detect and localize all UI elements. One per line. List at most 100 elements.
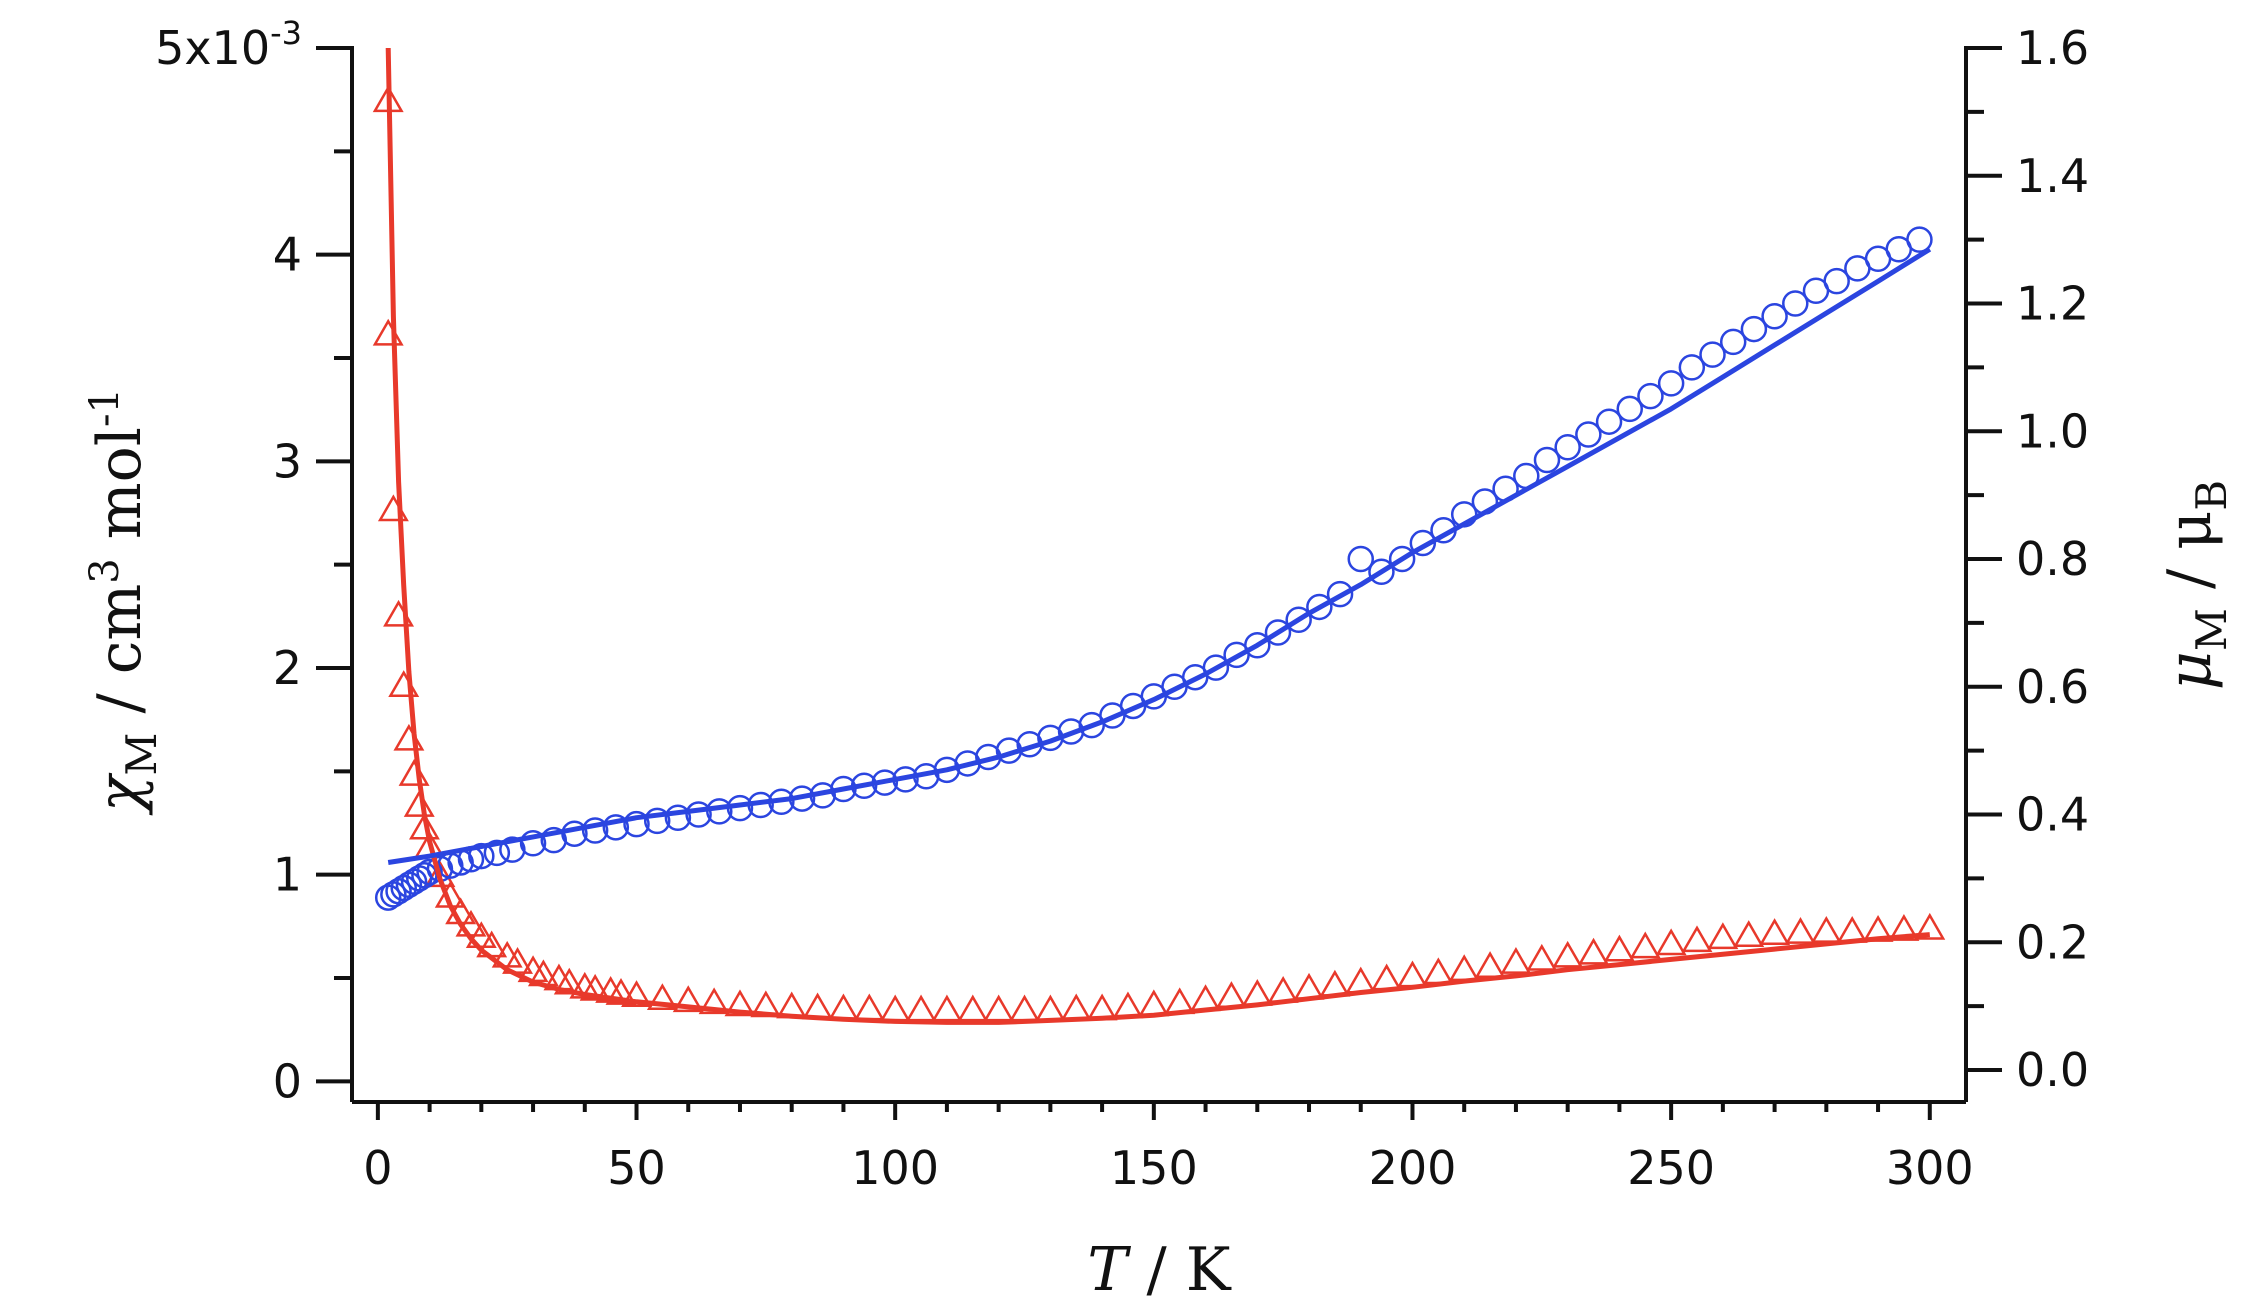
y-right-axis-title: μM / μB bbox=[2155, 480, 2236, 690]
circle-point bbox=[1326, 580, 1354, 608]
triangle-point bbox=[1759, 918, 1791, 945]
circle-point bbox=[519, 830, 547, 857]
triangle-point bbox=[1371, 963, 1403, 991]
triangle-point bbox=[579, 973, 611, 1001]
circle-point bbox=[664, 804, 692, 831]
triangle-point bbox=[957, 994, 989, 1022]
series-3-line bbox=[387, 247, 1932, 865]
y-right-tick-label: 0.4 bbox=[2016, 788, 2089, 842]
y-right-tick-label: 0.2 bbox=[2016, 915, 2089, 969]
circle-point bbox=[1595, 408, 1623, 435]
y-right-axis-title-text: μM / μB bbox=[2155, 480, 2236, 690]
triangle-point bbox=[672, 985, 704, 1013]
circle-point bbox=[643, 807, 671, 835]
triangle-point bbox=[1138, 989, 1170, 1017]
x-tick-label: 150 bbox=[1110, 1141, 1198, 1195]
y-right-tick-label: 0.8 bbox=[2016, 532, 2089, 586]
triangle-point bbox=[1500, 947, 1532, 974]
x-tick-label: 0 bbox=[363, 1141, 392, 1195]
triangle-point bbox=[1112, 991, 1144, 1019]
triangle-point bbox=[1060, 993, 1092, 1021]
triangle-point bbox=[1578, 937, 1610, 965]
triangle-point bbox=[802, 992, 834, 1020]
triangle-point bbox=[1397, 960, 1428, 988]
circle-point bbox=[1782, 290, 1809, 317]
triangle-point bbox=[398, 758, 430, 786]
circle-point bbox=[1823, 267, 1850, 295]
triangle-point bbox=[1215, 981, 1247, 1008]
y-left-tick-label: 3 bbox=[273, 434, 302, 488]
triangle-point bbox=[403, 789, 435, 817]
circle-point bbox=[1678, 354, 1706, 381]
triangle-point bbox=[1009, 994, 1040, 1022]
triangle-point bbox=[1319, 969, 1351, 997]
circle-point bbox=[1285, 606, 1312, 633]
triangle-point bbox=[905, 994, 937, 1022]
triangle-point bbox=[1681, 925, 1713, 953]
triangle-point bbox=[1784, 917, 1816, 944]
circle-point bbox=[1657, 370, 1685, 397]
triangle-point bbox=[1810, 916, 1842, 943]
triangle-point bbox=[1474, 951, 1506, 979]
triangle-point bbox=[1603, 934, 1635, 962]
circle-point bbox=[1347, 545, 1374, 573]
circle-point bbox=[1264, 619, 1292, 646]
triangle-point bbox=[1293, 972, 1325, 1000]
triangle-point bbox=[724, 989, 756, 1017]
triangle-point bbox=[853, 993, 885, 1021]
triangle-point bbox=[1034, 994, 1066, 1022]
x-tick-label: 300 bbox=[1886, 1141, 1974, 1195]
y-left-axis-title-text: χM / cm3 mol-1 bbox=[82, 388, 166, 816]
triangle-point bbox=[595, 975, 627, 1003]
triangle-point bbox=[1267, 975, 1299, 1003]
triangle-point bbox=[1448, 954, 1480, 982]
circle-point bbox=[1637, 382, 1664, 410]
circle-point bbox=[1388, 545, 1416, 573]
triangle-point bbox=[827, 993, 859, 1021]
circle-point bbox=[1368, 558, 1395, 586]
triangle-point bbox=[646, 983, 678, 1011]
triangle-point bbox=[879, 994, 911, 1022]
series-2-line bbox=[385, 47, 1930, 1025]
circle-point bbox=[1306, 593, 1333, 621]
triangle-point bbox=[698, 987, 730, 1015]
series-layer bbox=[372, 47, 1946, 1025]
circle-point bbox=[1554, 433, 1581, 461]
triangle-point bbox=[393, 723, 425, 751]
circle-point bbox=[623, 810, 650, 838]
triangle-point bbox=[372, 318, 404, 346]
triangle-point bbox=[408, 812, 440, 840]
circle-point bbox=[1699, 341, 1726, 368]
circle-point bbox=[602, 814, 630, 841]
y-right-tick-label: 0.6 bbox=[2016, 660, 2089, 714]
triangle-point bbox=[1526, 943, 1558, 971]
circle-point bbox=[685, 801, 712, 828]
y-left-tick-label: 0 bbox=[273, 1054, 302, 1108]
circle-point bbox=[1616, 395, 1643, 423]
y-right-tick-label: 1.2 bbox=[2016, 277, 2089, 331]
triangle-point bbox=[1241, 979, 1273, 1006]
triangle-point bbox=[1914, 912, 1946, 940]
fit-line-2 bbox=[385, 47, 1930, 1025]
circle-point bbox=[1906, 226, 1933, 253]
triangle-point bbox=[1552, 940, 1584, 968]
circle-point bbox=[1575, 421, 1602, 448]
circle-point bbox=[1740, 315, 1768, 343]
triangle-point bbox=[605, 978, 637, 1005]
triangle-point bbox=[983, 994, 1015, 1022]
x-tick-label: 50 bbox=[607, 1141, 666, 1195]
fit-line-3 bbox=[387, 247, 1932, 865]
triangle-point bbox=[1733, 920, 1765, 948]
x-tick-label: 250 bbox=[1627, 1141, 1715, 1195]
x-axis-title: T / K bbox=[1087, 1235, 1231, 1305]
circle-point bbox=[1202, 654, 1230, 681]
circle-point bbox=[483, 839, 511, 867]
series-1-circle bbox=[374, 226, 1933, 911]
triangle-point bbox=[569, 971, 601, 999]
y-left-axis-title: χM / cm3 mol-1 bbox=[82, 388, 166, 816]
circle-point bbox=[1244, 632, 1271, 659]
circle-point bbox=[1719, 328, 1747, 356]
y-right-tick-label: 1.4 bbox=[2016, 149, 2089, 203]
triangle-point bbox=[1422, 957, 1454, 985]
axes-layer bbox=[316, 46, 2002, 1120]
